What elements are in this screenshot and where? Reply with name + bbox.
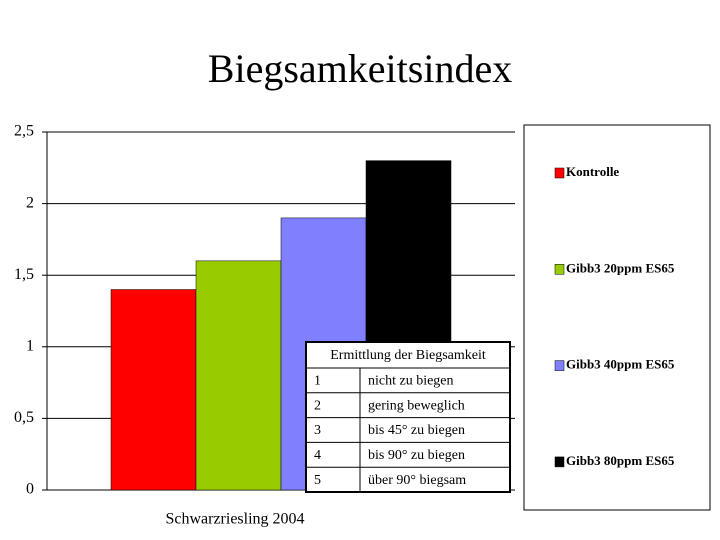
bar: [195, 260, 282, 491]
legend-swatch: [554, 167, 565, 179]
legend-swatch: [554, 360, 565, 371]
legend-label: Kontrolle: [566, 164, 619, 179]
table-cell: 1: [314, 374, 321, 389]
table-title: Ermittlung der Biegsamkeit: [330, 348, 486, 363]
table-cell: nicht zu biegen: [368, 374, 454, 389]
chart-title: Biegsamkeitsindex: [208, 46, 512, 91]
table-cell: 3: [314, 423, 321, 438]
bar: [110, 289, 197, 491]
table-cell: bis 90° zu biegen: [368, 448, 465, 463]
table-cell: 2: [314, 398, 321, 413]
legend-swatch: [554, 264, 565, 275]
table-cell: gering beweglich: [368, 398, 465, 413]
legend-label: Gibb3 20ppm ES65: [566, 260, 675, 275]
y-tick-label: 0,5: [14, 409, 34, 426]
y-tick-label: 2: [26, 194, 34, 211]
y-tick-label: 1: [26, 337, 34, 354]
legend-label: Gibb3 40ppm ES65: [566, 357, 675, 372]
y-tick-label: 2,5: [14, 123, 34, 140]
legend-swatch: [554, 456, 565, 468]
y-tick-label: 0: [26, 481, 34, 498]
legend-label: Gibb3 80ppm ES65: [566, 453, 675, 468]
table-box: [305, 341, 511, 493]
legend-box: [523, 124, 711, 511]
y-tick-label: 1,5: [14, 266, 34, 283]
table-cell: bis 45° zu biegen: [368, 423, 465, 438]
x-tick-label: Schwarzriesling 2004: [165, 511, 304, 528]
table-cell: 5: [314, 473, 321, 488]
table-cell: 4: [314, 448, 321, 463]
table-cell: über 90° biegsam: [368, 473, 466, 488]
